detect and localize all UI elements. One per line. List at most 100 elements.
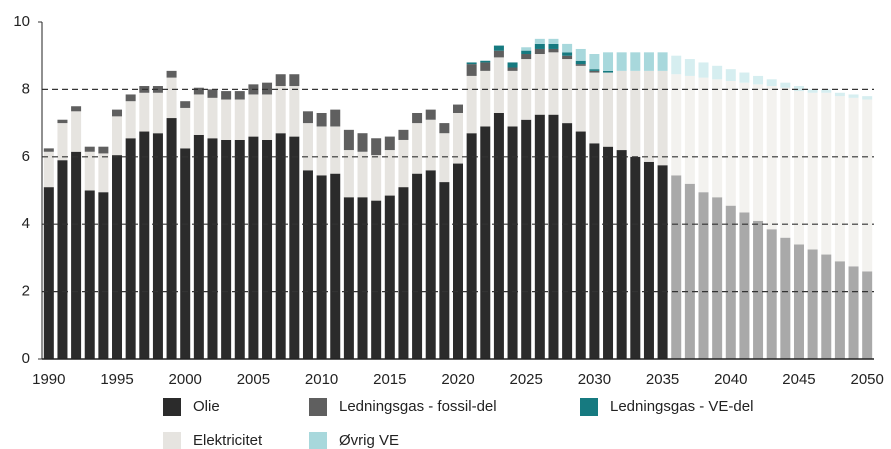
legend-swatch (163, 432, 181, 449)
bar-segment (207, 97, 218, 139)
bar-segment (534, 43, 545, 49)
bar-segment (780, 87, 791, 238)
bar-segment (862, 96, 873, 100)
bar-segment (616, 150, 627, 359)
bar-segment (630, 156, 641, 359)
x-tick-label: 2035 (646, 371, 679, 388)
bar-segment (766, 79, 777, 87)
bar-segment (821, 92, 832, 255)
bar-segment (289, 74, 300, 87)
bar-segment (71, 106, 82, 112)
bar-segment (234, 91, 245, 100)
bar-segment (453, 112, 463, 164)
bar-segment (371, 138, 382, 156)
bar-segment (330, 109, 341, 127)
bar-segment (739, 212, 750, 359)
legend-label: Øvrig VE (339, 432, 399, 449)
bar-segment (125, 94, 136, 102)
bar-segment (480, 70, 491, 127)
bar-segment (698, 192, 709, 359)
x-tick-label: 2045 (782, 371, 815, 388)
bar-segment (343, 150, 354, 198)
bar-segment (807, 89, 818, 93)
bar-segment (657, 52, 668, 71)
bar-segment (302, 111, 313, 124)
bar-segment (684, 183, 695, 359)
bar-segment (166, 70, 177, 78)
x-tick-label: 1995 (100, 371, 133, 388)
bar-segment (98, 146, 109, 154)
bar-segment (493, 112, 504, 360)
bar-segment (384, 195, 395, 359)
bar-segment (603, 52, 614, 71)
y-tick-label: 2 (22, 283, 30, 300)
bar-segment (521, 119, 532, 359)
x-tick-label: 1990 (32, 371, 65, 388)
bar-segment (166, 77, 177, 119)
bar-segment (248, 136, 259, 359)
bar-segment (780, 237, 791, 359)
bar-segment (534, 54, 545, 115)
bar-segment (275, 74, 286, 87)
bar-segment (575, 64, 586, 66)
x-tick-label: 2015 (373, 371, 406, 388)
bar-segment (371, 200, 382, 359)
bar-segment (112, 116, 123, 156)
bar-segment (671, 55, 682, 75)
bar-segment (221, 91, 232, 100)
bar-segment (507, 126, 518, 359)
y-tick-label: 10 (13, 13, 30, 30)
bar-segment (439, 123, 450, 134)
legend-swatch (163, 398, 181, 416)
bar-segment (480, 126, 491, 359)
bar-segment (603, 70, 614, 73)
bar-segment (234, 139, 245, 359)
bar-segment (425, 170, 436, 359)
bar-segment (521, 47, 532, 51)
bar-segment (739, 72, 750, 83)
bar-segment (834, 261, 845, 359)
bar-segment (466, 133, 477, 359)
bar-segment (562, 52, 573, 56)
bar-segment (384, 150, 395, 196)
bar-segment (180, 148, 191, 359)
x-tick-label: 2025 (510, 371, 543, 388)
bar-segment (57, 160, 68, 359)
bar-segment (43, 151, 54, 188)
bar-segment (193, 134, 204, 359)
bar-segment (562, 59, 573, 124)
bar-segment (848, 94, 859, 98)
bar-segment (302, 170, 313, 359)
bar-segment (562, 55, 573, 60)
bar-segment (521, 54, 532, 60)
bar-segment (589, 143, 600, 359)
bar-segment (125, 101, 136, 139)
bar-segment (493, 45, 504, 51)
y-tick-label: 4 (22, 215, 30, 232)
bar-segment (562, 43, 573, 53)
bar-segment (534, 114, 545, 359)
bar-segment (357, 197, 368, 359)
bar-segment (821, 254, 832, 359)
y-tick-label: 8 (22, 80, 30, 97)
bar-segment (412, 173, 423, 359)
bar-segment (807, 249, 818, 359)
bar-segment (453, 104, 463, 113)
bar-segment (84, 146, 95, 152)
bar-segment (371, 155, 382, 201)
bar-segment (698, 77, 709, 193)
bar-segment (848, 97, 859, 267)
bar-segment (603, 72, 614, 147)
bar-segment (480, 60, 491, 63)
legend-label: Elektricitet (193, 432, 263, 449)
bar-segment (384, 136, 395, 151)
bar-segment (453, 163, 463, 359)
legend-label: Ledningsgas - fossil-del (339, 398, 497, 415)
bar-segment (589, 69, 600, 71)
bar-segment (548, 38, 559, 44)
bar-segment (302, 123, 313, 171)
bar-segment (466, 75, 477, 134)
bar-segment (139, 92, 150, 132)
bar-segment (684, 59, 695, 76)
